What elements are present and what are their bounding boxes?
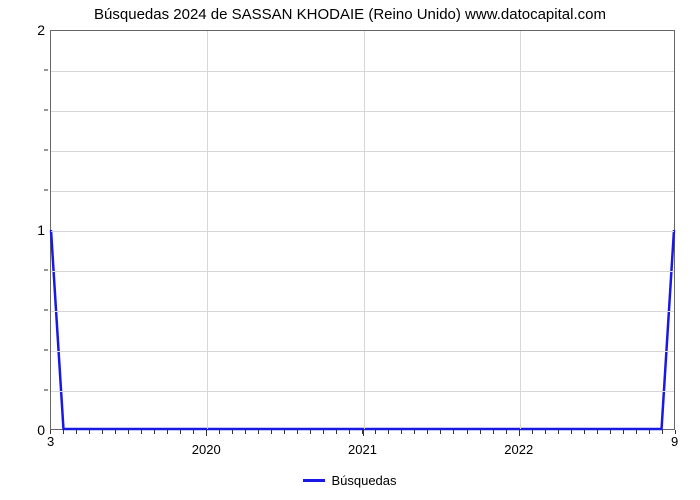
grid-line-h (51, 191, 674, 192)
grid-line-h (51, 391, 674, 392)
y-tick-minor (44, 110, 48, 111)
x-tick-minor (102, 430, 103, 434)
y-tick-minor (44, 190, 48, 191)
x-tick-minor (219, 430, 220, 434)
x-tick-minor (506, 430, 507, 434)
x-tick-minor (414, 430, 415, 434)
x-tick-minor (323, 430, 324, 434)
x-tick-minor (519, 430, 520, 434)
x-tick-minor (623, 430, 624, 434)
grid-line-h (51, 231, 674, 232)
x-tick-minor (453, 430, 454, 434)
grid-line-h (51, 151, 674, 152)
legend: Búsquedas (0, 473, 700, 488)
x-tick-minor (649, 430, 650, 434)
x-tick-minor (584, 430, 585, 434)
x-tick-minor (545, 430, 546, 434)
x-tick-minor (440, 430, 441, 434)
x-tick-minor (401, 430, 402, 434)
x-tick-minor (232, 430, 233, 434)
grid-line-v (520, 31, 521, 429)
plot-area (50, 30, 675, 430)
x-tick-minor (271, 430, 272, 434)
x-tick-minor (467, 430, 468, 434)
x-tick-minor (480, 430, 481, 434)
x-tick-minor (115, 430, 116, 434)
x-tick-minor (375, 430, 376, 434)
x-tick-minor (571, 430, 572, 434)
x-tick-minor (180, 430, 181, 434)
x-tick-minor (532, 430, 533, 434)
x-tick-minor (336, 430, 337, 434)
y-tick-minor (44, 150, 48, 151)
x-tick-minor (388, 430, 389, 434)
chart-container: Búsquedas 2024 de SASSAN KHODAIE (Reino … (0, 0, 700, 500)
grid-line-v (207, 31, 208, 429)
x-tick-minor (76, 430, 77, 434)
x-tick-minor (89, 430, 90, 434)
chart-title: Búsquedas 2024 de SASSAN KHODAIE (Reino … (0, 6, 700, 23)
x-tick-minor (284, 430, 285, 434)
x-tick-minor (310, 430, 311, 434)
legend-label: Búsquedas (331, 473, 396, 488)
x-axis-label: 2020 (192, 442, 221, 457)
y-axis-label: 0 (37, 422, 45, 438)
x-tick-minor (245, 430, 246, 434)
x-tick-minor (141, 430, 142, 434)
x-tick-minor (493, 430, 494, 434)
x-tick-minor (636, 430, 637, 434)
x-tick-minor (63, 430, 64, 434)
x-tick-minor (258, 430, 259, 434)
y-tick-minor (44, 270, 48, 271)
x-tick-minor (128, 430, 129, 434)
y-axis-label: 1 (37, 222, 45, 238)
x-tick-minor (558, 430, 559, 434)
grid-line-h (51, 351, 674, 352)
x-tick-minor (610, 430, 611, 434)
y-tick-minor (44, 390, 48, 391)
line-series (51, 31, 674, 429)
x-tick-minor (349, 430, 350, 434)
x-left-corner-label: 3 (47, 434, 54, 449)
y-tick-minor (44, 350, 48, 351)
x-axis-label: 2021 (348, 442, 377, 457)
grid-line-h (51, 311, 674, 312)
x-tick-minor (297, 430, 298, 434)
legend-swatch (303, 479, 325, 482)
x-right-corner-label: 9 (671, 434, 678, 449)
grid-line-h (51, 111, 674, 112)
y-axis-label: 2 (37, 22, 45, 38)
x-tick-minor (662, 430, 663, 434)
grid-line-v (364, 31, 365, 429)
y-tick-minor (44, 310, 48, 311)
x-tick-minor (167, 430, 168, 434)
x-tick-minor (597, 430, 598, 434)
grid-line-h (51, 71, 674, 72)
grid-line-h (51, 271, 674, 272)
x-tick-minor (362, 430, 363, 434)
x-tick-minor (206, 430, 207, 434)
y-tick-minor (44, 70, 48, 71)
x-axis-label: 2022 (504, 442, 533, 457)
x-tick-minor (427, 430, 428, 434)
x-tick-minor (193, 430, 194, 434)
x-tick-minor (154, 430, 155, 434)
